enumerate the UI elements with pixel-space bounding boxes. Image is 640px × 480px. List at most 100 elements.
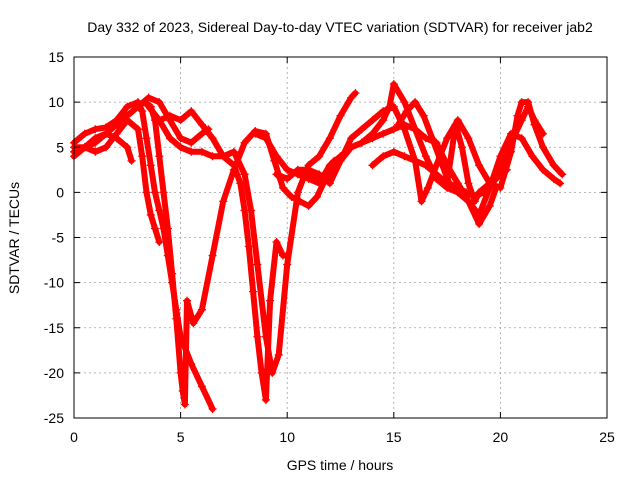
data-point-marker [487,179,496,188]
data-point-marker [528,152,537,161]
data-point-marker [389,102,398,111]
data-point-marker [112,116,121,125]
data-point-marker [423,183,432,192]
data-point-marker [389,147,398,156]
data-point-marker [80,129,89,138]
data-point-marker [325,161,334,170]
data-point-marker [453,183,462,192]
data-point-marker [236,179,245,188]
data-point-marker [261,395,270,404]
data-point-marker [445,179,454,188]
series-arc-12 [394,98,511,201]
data-point-marker [176,368,185,377]
data-point-marker [187,359,196,368]
data-point-marker [315,174,324,183]
data-point-marker [379,152,388,161]
x-tick-labels: 0 5 10 15 20 25 [70,429,615,445]
data-point-marker [142,134,151,143]
data-point-marker [229,147,238,156]
data-point-marker [394,120,403,129]
data-point-marker [197,305,206,314]
data-point-marker [379,107,388,116]
data-point-marker [304,170,313,179]
data-point-marker [151,188,160,197]
data-point-marker [165,134,174,143]
data-point-marker [517,134,526,143]
y-tick-label: -20 [44,365,64,381]
data-point-marker [325,134,334,143]
data-point-marker [368,116,377,125]
data-point-marker [283,165,292,174]
data-point-marker [464,179,473,188]
series-arc-6 [144,89,360,377]
x-axis-label: GPS time / hours [287,457,394,473]
data-point-marker [428,134,437,143]
data-point-marker [470,192,479,201]
data-point-marker [144,102,153,111]
data-point-marker [347,134,356,143]
data-point-marker [240,138,249,147]
x-tick-label: 10 [279,429,295,445]
data-point-marker [182,296,191,305]
data-point-marker [219,152,228,161]
data-series-layer [70,80,567,413]
data-point-marker [151,224,160,233]
y-tick-label: 15 [48,49,64,65]
x-tick-label: 0 [70,429,78,445]
data-point-marker [436,156,445,165]
data-point-marker [155,238,164,247]
data-point-marker [272,170,281,179]
data-point-marker [283,260,292,269]
data-point-marker [421,161,430,170]
data-point-marker [274,350,283,359]
data-point-marker [133,102,142,111]
series-line [71,99,216,412]
data-point-marker [556,179,565,188]
data-point-marker [325,170,334,179]
data-point-marker [524,102,533,111]
series-line [71,117,163,245]
data-point-marker [261,134,270,143]
data-point-marker [146,210,155,219]
data-point-marker [163,251,172,260]
chart-title: Day 332 of 2023, Sidereal Day-to-day VTE… [87,19,593,35]
data-point-marker [475,161,484,170]
data-point-marker [325,179,334,188]
data-point-marker [176,332,185,341]
data-point-marker [496,170,505,179]
data-point-marker [357,125,366,134]
data-point-marker [172,305,181,314]
y-tick-labels: -25 -20 -15 -10 -5 0 5 10 15 [44,49,64,426]
data-point-marker [197,129,206,138]
data-point-marker [187,138,196,147]
series-line [369,103,546,205]
data-point-marker [389,125,398,134]
data-point-marker [357,138,366,147]
data-point-marker [549,174,558,183]
data-point-marker [253,260,262,269]
data-point-marker [272,238,281,247]
data-point-marker [123,102,132,111]
data-point-marker [249,287,258,296]
y-tick-label: 0 [56,184,64,200]
data-point-marker [229,161,238,170]
x-tick-label: 15 [386,429,402,445]
x-tick-label: 20 [493,429,509,445]
data-point-marker [347,93,356,102]
data-point-marker [419,111,428,120]
y-tick-label: 10 [48,94,64,110]
data-point-marker [539,143,548,152]
data-point-marker [138,152,147,161]
data-point-marker [257,368,266,377]
data-point-marker [123,143,132,152]
data-point-marker [244,242,253,251]
axis-ticks [73,56,608,419]
data-point-marker [101,143,110,152]
data-point-marker [283,174,292,183]
data-point-marker [91,147,100,156]
data-point-marker [155,98,164,107]
data-point-marker [507,138,516,147]
data-point-marker [165,111,174,120]
